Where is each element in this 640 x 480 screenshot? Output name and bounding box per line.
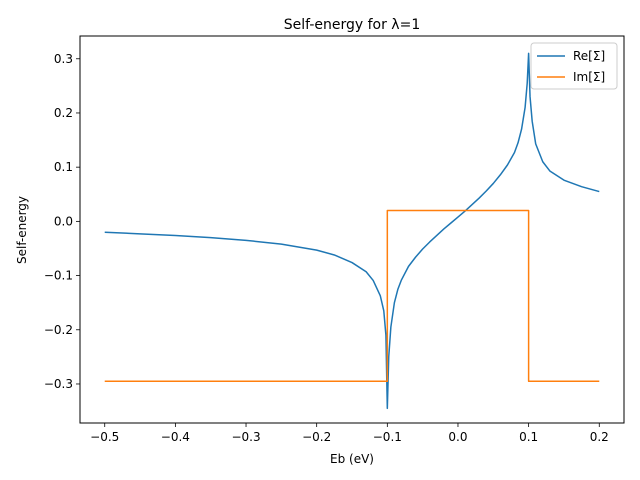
series-line-0: [104, 52, 600, 410]
y-tick-label: −0.2: [44, 323, 73, 337]
x-tick-label: 0.0: [448, 430, 467, 444]
y-tick-label: −0.3: [44, 377, 73, 391]
y-tick-label: 0.0: [54, 214, 73, 228]
series-line-1: [104, 209, 600, 383]
plot-lines: [104, 52, 600, 410]
y-tick-label: −0.1: [44, 269, 73, 283]
legend-label-1: Im[Σ]: [573, 70, 605, 84]
axes-frame: [79, 35, 625, 424]
legend: Re[Σ] Im[Σ]: [530, 42, 618, 90]
x-axis-label: Eb (eV): [330, 452, 374, 466]
y-tick-label: 0.1: [54, 160, 73, 174]
y-tick-label: 0.2: [54, 106, 73, 120]
y-tick-label: 0.3: [54, 52, 73, 66]
x-axis-ticks: −0.5 −0.4 −0.3 −0.2 −0.1 0.0 0.1 0.2: [90, 423, 609, 444]
x-tick-label: −0.2: [302, 430, 331, 444]
x-tick-label: 0.2: [590, 430, 609, 444]
x-tick-label: −0.3: [231, 430, 260, 444]
x-tick-label: −0.4: [161, 430, 190, 444]
legend-label-0: Re[Σ]: [573, 49, 605, 63]
x-tick-label: −0.1: [373, 430, 402, 444]
y-axis-ticks: −0.3 −0.2 −0.1 0.0 0.1 0.2 0.3: [44, 52, 80, 391]
x-tick-label: 0.1: [519, 430, 538, 444]
x-tick-label: −0.5: [90, 430, 119, 444]
chart-title: Self-energy for λ=1: [284, 17, 420, 33]
y-axis-label: Self-energy: [15, 196, 29, 264]
